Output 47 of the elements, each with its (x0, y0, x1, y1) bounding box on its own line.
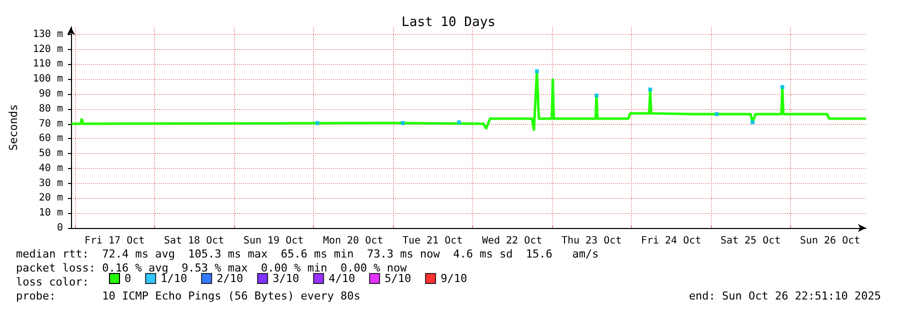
y-tick-label: 10 m (38, 208, 63, 219)
point (315, 121, 320, 126)
point (400, 121, 405, 126)
y-tick-label: 60 m (38, 133, 63, 144)
x-tick-label: Thu 23 Oct (561, 236, 622, 246)
point (780, 85, 784, 89)
y-axis-title: Seconds (7, 104, 20, 151)
text: end: Sun Oct 26 22:51:10 2025 (688, 290, 881, 302)
y-tick-label: 50 m (38, 148, 63, 160)
x-tick-label: Sat 25 Oct (720, 236, 781, 246)
x-tick-label: Mon 20 Oct (322, 236, 384, 246)
legend-title: loss color: (16, 276, 89, 288)
x-tick-label: Wed 22 Oct (482, 236, 542, 246)
point (750, 120, 755, 124)
legend-label: 2/10 (216, 272, 244, 285)
text: probe: 10 ICMP Echo Pings (56 Bytes) every 80s (16, 290, 360, 302)
legend-label: 9/10 (440, 272, 468, 285)
x-tick-label: Tue 21 Oct (402, 236, 463, 246)
point (534, 69, 539, 74)
y-tick-label: 110 m (32, 58, 63, 70)
y-tick-label: 0 (56, 222, 63, 234)
chart-title: Last 10 Days (402, 15, 496, 30)
point (648, 88, 652, 92)
x-tick-label: Fri 17 Oct (84, 236, 145, 246)
y-tick-label: 80 m (38, 103, 63, 114)
point (457, 120, 462, 124)
x-tick-label: Sat 18 Oct (164, 236, 224, 246)
point (594, 93, 599, 98)
legend-label: 3/10 (272, 272, 300, 285)
y-tick-label: 30 m (38, 178, 63, 189)
point (714, 112, 719, 116)
text: median rtt: 72.4 ms avg 105.3 ms max 65.6 ms min 73.3 ms now 4.6 ms sd 15.6 am/s (16, 248, 599, 260)
x-tick-label: Sun 26 Oct (800, 236, 860, 246)
legend-label: 0 (124, 272, 132, 285)
legend-label: 5/10 (384, 272, 412, 285)
y-tick-label: 120 m (32, 44, 63, 55)
y-tick-label: 100 m (32, 74, 63, 85)
text: packet loss: 0.16 % avg 9.53 % max 0.00 % min 0.00 % now (16, 262, 408, 274)
x-tick-label: Fri 24 Oct (640, 236, 702, 246)
y-tick-label: 70 m (38, 118, 63, 130)
y-tick-label: 20 m (38, 192, 63, 204)
y-tick-label: 130 m (32, 28, 63, 40)
legend-label: 1/10 (160, 272, 188, 285)
legend-label: 4/10 (328, 272, 356, 285)
y-tick-label: 40 m (38, 162, 63, 174)
x-tick-label: Sun 19 Oct (243, 236, 304, 246)
y-tick-label: 90 m (38, 88, 63, 100)
